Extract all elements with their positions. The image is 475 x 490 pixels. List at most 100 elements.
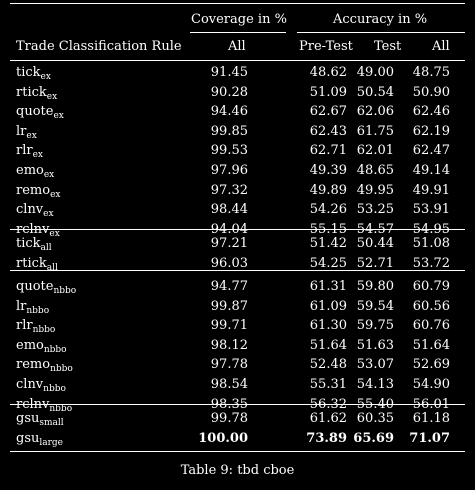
rule-base: tick <box>16 236 41 251</box>
coverage-cmidrule <box>190 32 286 33</box>
rule-name: lrex <box>16 123 37 141</box>
rule-name: remoex <box>16 182 60 200</box>
cell-cov: 97.21 <box>210 236 248 251</box>
cell-all: 71.07 <box>409 430 450 446</box>
rule-subscript: nbbo <box>43 344 67 355</box>
rule-name: tickex <box>16 65 51 82</box>
rule-base: lr <box>16 123 27 139</box>
cell-test: 50.54 <box>356 84 394 100</box>
cell-test: 54.13 <box>356 377 394 392</box>
cell-cov: 99.53 <box>210 143 248 159</box>
rule-base: remo <box>16 182 51 198</box>
cell-pre: 61.09 <box>309 298 347 314</box>
cell-all: 60.76 <box>412 318 450 334</box>
accuracy-group-header: Accuracy in % <box>333 12 428 27</box>
coverage-group-header: Coverage in % <box>191 12 287 27</box>
rule-subscript: nbbo <box>49 403 73 414</box>
rule-base: tick <box>16 65 41 80</box>
rule-subscript: ex <box>53 111 64 122</box>
rule-base: clnv <box>16 202 44 218</box>
rule-subscript: ex <box>43 170 55 180</box>
rule-name: emoex <box>16 163 55 180</box>
rule-name: lrnbbo <box>16 299 49 316</box>
cell-test: 65.69 <box>353 430 394 446</box>
cell-test: 53.07 <box>356 357 394 373</box>
rule-subscript: all <box>46 262 58 273</box>
rule-base: rtick <box>16 84 47 100</box>
cell-test: 49.95 <box>356 182 394 198</box>
rule-base: rtick <box>16 255 47 271</box>
rule-base: gsu <box>16 411 40 426</box>
rule-base: remo <box>16 357 51 373</box>
cell-test: 59.80 <box>356 279 394 294</box>
cell-pre: 51.09 <box>309 84 347 100</box>
bottom-rule <box>10 451 465 453</box>
cell-cov: 97.32 <box>210 182 248 198</box>
cell-test: 61.75 <box>356 123 394 139</box>
rule-subscript: nbbo <box>43 384 66 394</box>
col-header-accuracy-all: All <box>432 39 450 54</box>
cell-all: 60.56 <box>412 298 450 314</box>
rule-name: rlrex <box>16 143 43 160</box>
cell-all: 51.08 <box>412 236 450 251</box>
cell-test: 51.63 <box>356 337 394 353</box>
cell-all: 61.18 <box>412 411 450 426</box>
cell-cov: 99.87 <box>210 298 248 314</box>
rule-name: tickall <box>16 236 52 253</box>
rule-name: clnvnbbo <box>16 377 66 394</box>
cell-pre: 61.31 <box>309 279 347 294</box>
cell-test: 48.65 <box>356 163 394 178</box>
col-header-coverage-all: All <box>228 39 246 54</box>
cell-pre: 62.43 <box>309 123 347 139</box>
cell-all: 60.79 <box>412 279 450 294</box>
cell-pre: 61.30 <box>309 318 347 334</box>
cell-pre: 55.31 <box>309 377 347 392</box>
cell-all: 62.47 <box>412 143 450 159</box>
cell-cov: 99.78 <box>210 411 248 426</box>
cell-cov: 96.03 <box>210 255 248 271</box>
rule-subscript: ex <box>49 228 60 239</box>
cell-all: 53.72 <box>412 255 450 271</box>
cell-test: 53.25 <box>356 202 394 218</box>
cell-all: 62.46 <box>412 104 450 120</box>
cell-test: 62.06 <box>356 104 394 120</box>
rule-name: rtickall <box>16 255 58 273</box>
rule-subscript: ex <box>26 130 37 141</box>
rule-base: emo <box>16 337 44 353</box>
cell-cov: 98.12 <box>210 337 248 353</box>
cell-cov: 98.44 <box>210 202 248 218</box>
cell-pre: 73.89 <box>306 430 347 446</box>
group-divider <box>10 404 465 405</box>
col-header-test: Test <box>374 39 402 54</box>
cell-pre: 52.48 <box>309 357 347 373</box>
table-caption: Table 9: tbd cboe <box>180 463 295 478</box>
rule-name: rlrnbbo <box>16 318 55 335</box>
rule-subscript: ex <box>40 72 51 82</box>
col-header-pretest: Pre-Test <box>299 39 353 54</box>
rule-base: rlr <box>16 318 33 334</box>
cell-all: 54.90 <box>412 377 450 392</box>
cell-cov: 91.45 <box>210 65 248 80</box>
cell-all: 52.69 <box>412 357 450 373</box>
rule-name: quotenbbo <box>16 279 76 296</box>
rule-base: emo <box>16 163 44 178</box>
cell-cov: 90.28 <box>210 84 248 100</box>
cell-pre: 51.64 <box>309 337 347 353</box>
cell-all: 51.64 <box>412 337 450 353</box>
cell-test: 62.01 <box>356 143 394 159</box>
rule-base: rlr <box>16 143 33 159</box>
rule-base: clnv <box>16 377 44 392</box>
rule-name: remonbbo <box>16 357 73 374</box>
cell-cov: 97.78 <box>210 357 248 373</box>
rule-name: gsusmall <box>16 411 64 428</box>
rule-subscript: ex <box>46 91 58 102</box>
cell-test: 50.44 <box>356 236 394 251</box>
header-rule <box>10 60 465 61</box>
cell-test: 60.35 <box>356 411 394 426</box>
cell-pre: 49.39 <box>309 163 347 178</box>
cell-test: 52.71 <box>356 255 394 271</box>
cell-cov: 94.77 <box>210 279 248 294</box>
cell-all: 50.90 <box>412 84 450 100</box>
cell-pre: 51.42 <box>309 236 347 251</box>
cell-cov: 99.71 <box>210 318 248 334</box>
